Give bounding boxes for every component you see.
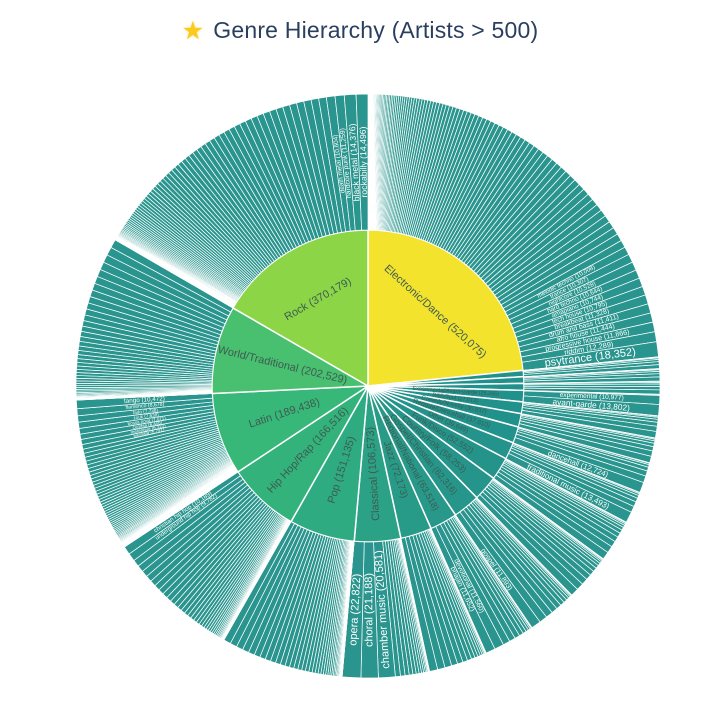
- page-title: ★ Genre Hierarchy (Artists > 500): [0, 16, 720, 46]
- title-text: Genre Hierarchy (Artists > 500): [213, 17, 539, 43]
- sunburst-subsegment[interactable]: [355, 93, 369, 231]
- star-icon: ★: [181, 17, 205, 45]
